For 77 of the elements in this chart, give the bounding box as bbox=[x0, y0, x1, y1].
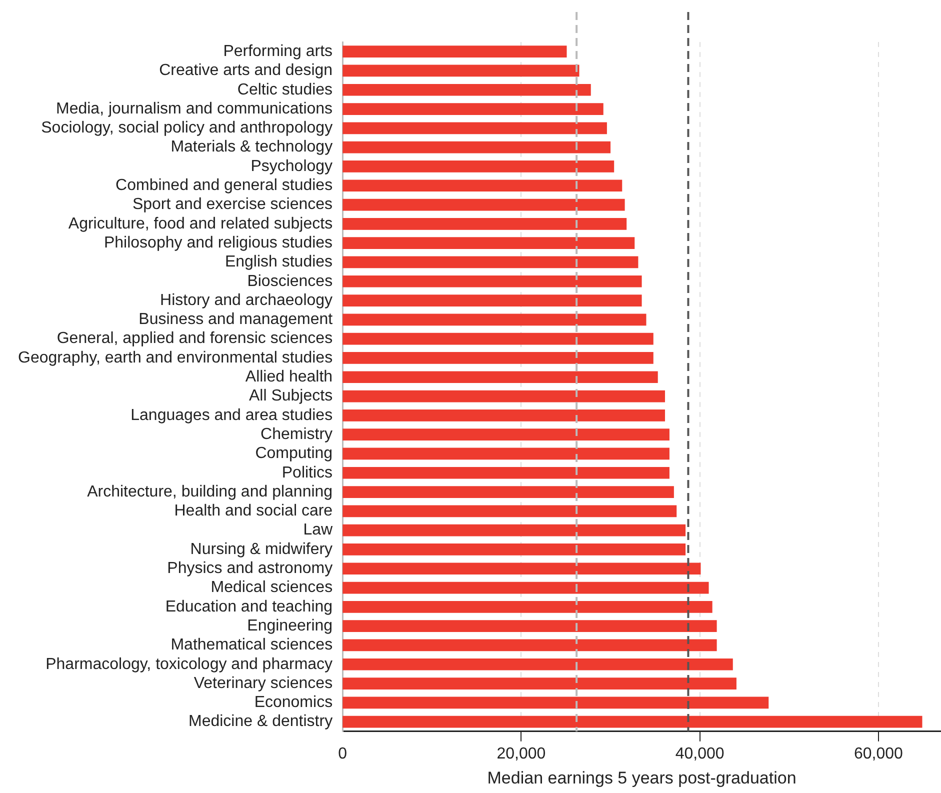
y-tick-label: Health and social care bbox=[174, 502, 333, 520]
y-tick-label: Creative arts and design bbox=[159, 62, 333, 80]
y-tick-label: Psychology bbox=[250, 158, 333, 175]
y-tick-label: Engineering bbox=[247, 617, 333, 634]
bar bbox=[342, 716, 922, 728]
y-tick-label: Computing bbox=[255, 445, 333, 462]
bar bbox=[342, 524, 686, 536]
y-tick-label: Architecture, building and planning bbox=[87, 483, 333, 500]
bar bbox=[342, 352, 654, 364]
bar bbox=[342, 390, 666, 402]
bar bbox=[342, 486, 674, 498]
y-tick-label: English studies bbox=[224, 254, 333, 271]
bar bbox=[342, 122, 607, 134]
bar bbox=[342, 505, 677, 518]
x-tick-label: 60,000 bbox=[854, 745, 904, 762]
y-tick-label: Sociology, social policy and anthropology bbox=[41, 120, 333, 137]
bar bbox=[342, 103, 604, 115]
y-tick-label: Biosciences bbox=[247, 272, 333, 290]
y-tick-label: Materials & technology bbox=[170, 138, 333, 156]
x-tick-label: 40,000 bbox=[675, 745, 724, 762]
x-axis-title: Median earnings 5 years post-graduation bbox=[487, 768, 796, 788]
y-tick-label: Mathematical sciences bbox=[170, 636, 333, 654]
bar bbox=[342, 198, 625, 211]
bar bbox=[342, 696, 769, 709]
y-tick-label: Medicine & dentistry bbox=[188, 713, 333, 730]
bar bbox=[342, 46, 567, 58]
y-tick-label: Economics bbox=[254, 694, 333, 712]
y-tick-label: Law bbox=[303, 522, 333, 539]
y-tick-label: Nursing & midwifery bbox=[190, 540, 333, 558]
bar bbox=[342, 332, 654, 345]
bar bbox=[342, 620, 717, 632]
y-tick-label: All Subjects bbox=[248, 388, 333, 405]
y-tick-label: Performing arts bbox=[223, 42, 333, 60]
bar bbox=[342, 678, 736, 690]
bar bbox=[342, 428, 670, 441]
bar bbox=[342, 658, 733, 670]
bar bbox=[342, 582, 709, 594]
y-tick-label: Agriculture, food and related subjects bbox=[68, 215, 333, 232]
y-tick-label: Pharmacology, toxicology and pharmacy bbox=[46, 656, 333, 673]
bar bbox=[342, 237, 635, 250]
y-tick-label: Celtic studies bbox=[237, 81, 333, 98]
y-tick-label: Education and teaching bbox=[165, 598, 333, 616]
y-tick-label: History and archaeology bbox=[160, 292, 333, 309]
x-tick-label: 0 bbox=[338, 745, 348, 762]
bar bbox=[342, 562, 701, 575]
y-tick-label: Combined and general studies bbox=[116, 177, 333, 194]
x-tick-label: 20,000 bbox=[496, 745, 546, 762]
bar bbox=[342, 371, 658, 384]
bar bbox=[342, 466, 670, 479]
bar bbox=[342, 218, 627, 230]
y-tick-label: Politics bbox=[282, 464, 333, 482]
bar bbox=[342, 275, 642, 288]
y-tick-label: Philosophy and religious studies bbox=[104, 234, 333, 252]
bar bbox=[342, 160, 614, 172]
y-tick-label: Chemistry bbox=[260, 426, 333, 443]
y-tick-label: Medical sciences bbox=[210, 579, 333, 596]
bar bbox=[342, 448, 670, 460]
y-tick-label: Media, journalism and communications bbox=[56, 100, 333, 118]
bar bbox=[342, 600, 712, 613]
y-tick-label: Allied health bbox=[245, 368, 333, 386]
y-tick-label: Languages and area studies bbox=[130, 406, 333, 424]
bar bbox=[342, 64, 580, 77]
y-tick-label: Physics and astronomy bbox=[167, 560, 333, 578]
bar bbox=[342, 256, 638, 268]
bar bbox=[342, 639, 717, 652]
bar bbox=[342, 314, 646, 326]
y-tick-label: Geography, earth and environmental studies bbox=[18, 349, 333, 366]
bar bbox=[342, 294, 642, 306]
y-tick-label: Sport and exercise sciences bbox=[132, 196, 333, 214]
y-tick-label: Business and management bbox=[138, 311, 334, 328]
bar bbox=[342, 141, 611, 154]
bar bbox=[342, 84, 591, 96]
bar bbox=[342, 409, 666, 422]
bar bbox=[342, 544, 686, 556]
y-tick-label: General, applied and forensic sciences bbox=[56, 330, 333, 348]
bar bbox=[342, 180, 622, 192]
y-tick-label: Veterinary sciences bbox=[194, 674, 333, 692]
